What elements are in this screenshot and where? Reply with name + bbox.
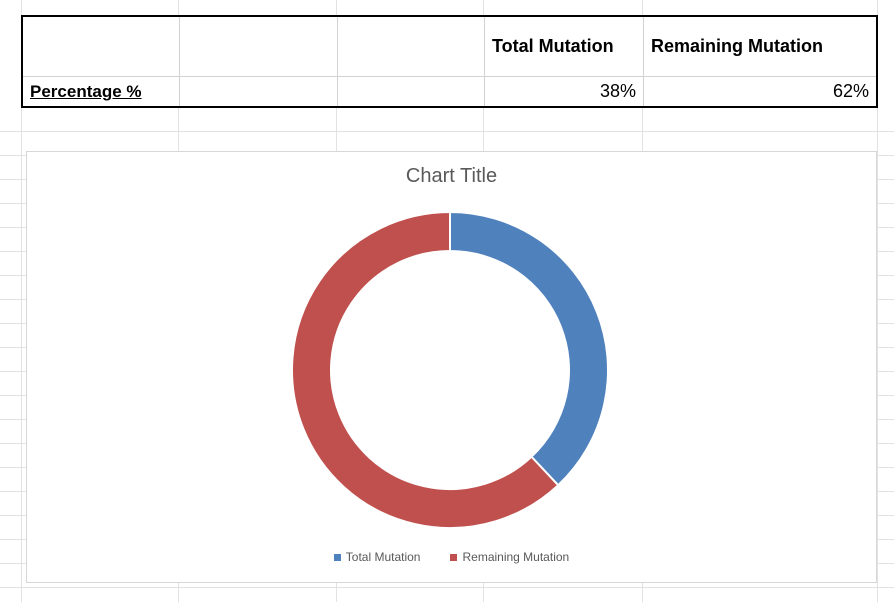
header-cell-empty-3[interactable] — [338, 17, 485, 77]
value-cell-remaining-mutation[interactable]: 62% — [644, 77, 876, 106]
legend-marker-icon — [333, 553, 341, 561]
legend-marker-icon — [450, 553, 458, 561]
sheet-column-gridline — [877, 0, 878, 602]
data-table: Total Mutation Remaining Mutation Percen… — [21, 15, 878, 108]
value-cell-empty-2[interactable] — [338, 77, 485, 106]
chart-legend: Total Mutation Remaining Mutation — [27, 550, 876, 564]
row-label-percentage[interactable]: Percentage % — [23, 77, 180, 106]
legend-item-total-mutation[interactable]: Total Mutation — [333, 550, 421, 564]
value-cell-total-mutation[interactable]: 38% — [485, 77, 644, 106]
value-cell-empty-1[interactable] — [180, 77, 338, 106]
legend-label: Remaining Mutation — [462, 550, 570, 564]
header-cell-empty-2[interactable] — [180, 17, 338, 77]
donut-plot — [291, 210, 609, 529]
header-cell-remaining-mutation[interactable]: Remaining Mutation — [644, 17, 876, 77]
sheet-column-gridline — [21, 0, 22, 602]
donut-slice-total-mutation[interactable] — [449, 210, 609, 487]
legend-item-remaining-mutation[interactable]: Remaining Mutation — [450, 550, 569, 564]
chart-title[interactable]: Chart Title — [405, 165, 498, 187]
chart-frame[interactable]: Chart Title Total Mutation Remaining Muta… — [26, 151, 877, 583]
header-cell-empty-1[interactable] — [23, 17, 180, 77]
donut-slice-remaining-mutation[interactable] — [291, 210, 560, 529]
legend-label: Total Mutation — [345, 550, 421, 564]
header-cell-total-mutation[interactable]: Total Mutation — [485, 17, 644, 77]
